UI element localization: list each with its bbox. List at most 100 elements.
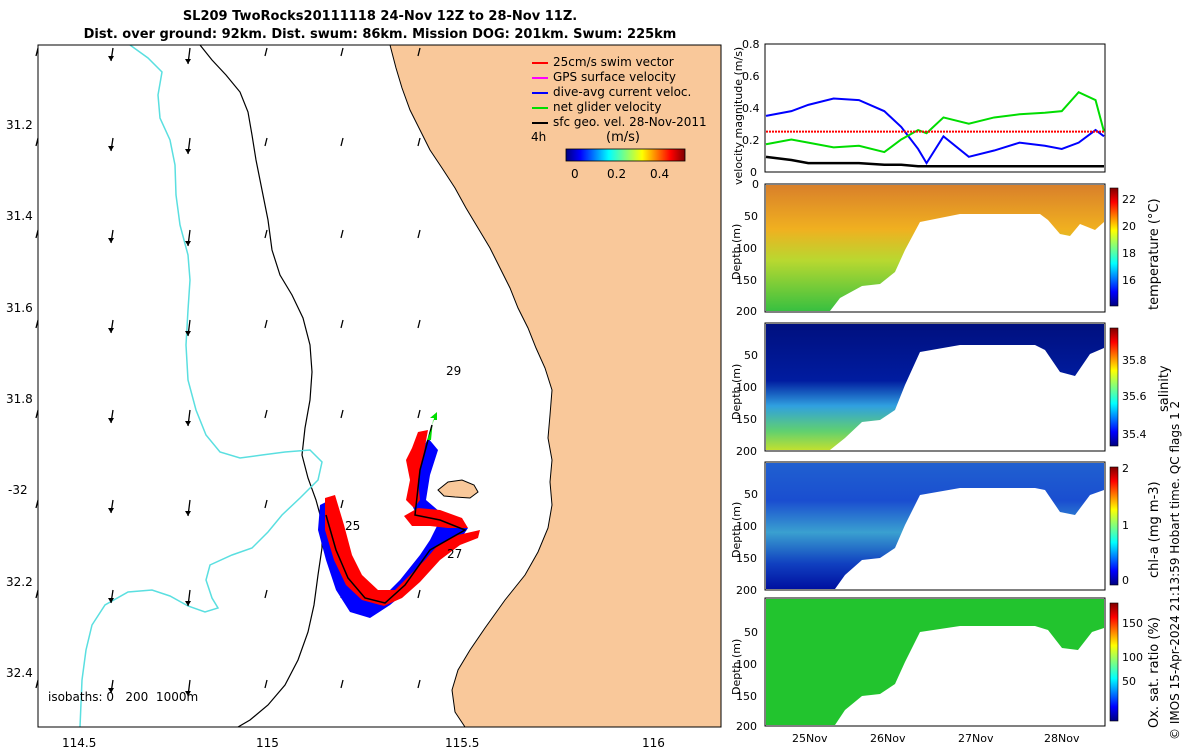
chlorophyll-ytick-200: 200 bbox=[736, 584, 757, 597]
rottnest-island bbox=[437, 479, 479, 499]
colorbar-tick-0.4: 0.4 bbox=[650, 167, 669, 181]
sfc-vector-5-4 bbox=[340, 499, 344, 509]
sfc-vector-6-0 bbox=[35, 589, 39, 599]
map-xtick-116: 116 bbox=[642, 736, 665, 750]
oxygen-ylabel: Depth (m) bbox=[730, 639, 743, 695]
velocity-ytick-0: 0 bbox=[750, 166, 757, 179]
map-ytick-31.6: 31.6 bbox=[6, 301, 33, 315]
date-tick-25nov: 25Nov bbox=[792, 732, 828, 745]
map-ytick-31.8: 31.8 bbox=[6, 392, 33, 406]
colorbar-tick-0.2: 0.2 bbox=[607, 167, 626, 181]
sfc-vector-1-3 bbox=[264, 137, 268, 147]
sfc-vector-head-6-1 bbox=[108, 598, 114, 603]
velocity-ytick-0.6: 0.6 bbox=[742, 70, 760, 83]
legend-sfc-geo: sfc geo. vel. 28-Nov-2011 bbox=[553, 115, 707, 129]
sfc-vector-0-4 bbox=[340, 47, 344, 57]
sfc-vector-5-0 bbox=[35, 499, 39, 509]
sfc-vector-head-6-2 bbox=[185, 601, 191, 606]
chlorophyll-ylabel: Depth (m) bbox=[730, 502, 743, 558]
velocity-series-1 bbox=[765, 91, 1105, 154]
temperature-ylabel: Depth (m) bbox=[730, 224, 743, 280]
oxygen-ytick-100: 100 bbox=[736, 658, 757, 671]
map-ytick--32: -32 bbox=[8, 483, 28, 497]
map-axis-x: 114.5 115 115.5 116 bbox=[62, 736, 665, 750]
sfc-vector-1-4 bbox=[340, 137, 344, 147]
legend-net-glider: net glider velocity bbox=[553, 100, 661, 114]
swim-vector-band-upper bbox=[406, 430, 428, 508]
sfc-vector-head-0-2 bbox=[185, 59, 191, 64]
oxygen-ytick-50: 50 bbox=[744, 626, 758, 639]
map-xtick-115.5: 115.5 bbox=[445, 736, 479, 750]
map-axis-y: 31.2 31.4 31.6 31.8 -32 32.2 32.4 bbox=[6, 118, 33, 680]
sfc-vector-4-4 bbox=[340, 409, 344, 419]
legend-gps-velocity: GPS surface velocity bbox=[553, 70, 676, 84]
sfc-vector-5-3 bbox=[264, 499, 268, 509]
temperature-field bbox=[766, 185, 1104, 311]
legend-swim-vector: 25cm/s swim vector bbox=[553, 55, 674, 69]
temperature-section: 0 50 100 150 200 Depth (m) 16 18 20 22 t… bbox=[730, 178, 1162, 318]
salinity-cb-35.6: 35.6 bbox=[1122, 390, 1147, 403]
sfc-vector-0-0 bbox=[35, 47, 39, 57]
surface-velocity-vectors bbox=[35, 47, 421, 697]
sfc-vector-2-0 bbox=[35, 229, 39, 239]
salinity-cb-35.8: 35.8 bbox=[1122, 354, 1147, 367]
oxygen-cb-150: 150 bbox=[1122, 617, 1143, 630]
legend-dive-avg: dive-avg current veloc. bbox=[553, 85, 691, 99]
velocity-ytick-0.2: 0.2 bbox=[742, 134, 760, 147]
time-label: 4h bbox=[531, 130, 546, 144]
temperature-cb-18: 18 bbox=[1122, 247, 1136, 260]
sfc-vector-7-4 bbox=[340, 679, 344, 689]
sfc-vector-head-5-2 bbox=[185, 511, 191, 516]
map-panel: 29 25 27 25cm/s swim vector GPS surface … bbox=[6, 44, 722, 750]
oxygen-colorbar bbox=[1109, 602, 1119, 722]
map-legend: 25cm/s swim vector GPS surface velocity … bbox=[531, 55, 707, 181]
sfc-vector-1-5 bbox=[417, 137, 421, 147]
temperature-ytick-200: 200 bbox=[736, 305, 757, 318]
chlorophyll-cb-2: 2 bbox=[1122, 462, 1129, 475]
velocity-colorbar bbox=[565, 148, 686, 162]
sfc-vector-head-4-2 bbox=[185, 421, 191, 426]
chlorophyll-cb-0: 0 bbox=[1122, 574, 1129, 587]
temperature-ytick-100: 100 bbox=[736, 242, 757, 255]
salinity-field bbox=[766, 324, 1104, 450]
salinity-colorbar bbox=[1109, 327, 1119, 447]
sfc-vector-head-3-1 bbox=[108, 328, 114, 333]
colorbar-tick-0: 0 bbox=[571, 167, 579, 181]
isobath-1000m bbox=[79, 45, 323, 727]
land-area bbox=[389, 45, 721, 727]
sfc-vector-head-1-2 bbox=[185, 149, 191, 154]
day-label-29: 29 bbox=[446, 364, 461, 378]
salinity-ytick-150: 150 bbox=[736, 413, 757, 426]
oxygen-ytick-200: 200 bbox=[736, 720, 757, 733]
temperature-cblabel: temperature (°C) bbox=[1147, 198, 1162, 310]
map-xtick-115: 115 bbox=[256, 736, 279, 750]
map-ytick-31.2: 31.2 bbox=[6, 118, 33, 132]
sfc-vector-3-5 bbox=[417, 319, 421, 329]
sfc-vector-head-2-2 bbox=[185, 241, 191, 246]
salinity-cblabel: salinity bbox=[1157, 365, 1172, 412]
chlorophyll-section: 50 100 150 200 Depth (m) 0 1 2 chl-a (mg… bbox=[730, 461, 1162, 597]
sfc-vector-head-2-1 bbox=[108, 238, 114, 243]
sfc-vector-7-0 bbox=[35, 679, 39, 689]
temperature-ytick-50: 50 bbox=[744, 210, 758, 223]
day-label-25: 25 bbox=[345, 519, 360, 533]
date-tick-28nov: 28Nov bbox=[1044, 732, 1080, 745]
chart-title: SL209 TwoRocks20111118 24-Nov 12Z to 28-… bbox=[182, 9, 578, 24]
oxygen-ytick-150: 150 bbox=[736, 690, 757, 703]
velocity-ytick-0.8: 0.8 bbox=[742, 38, 760, 51]
sfc-vector-2-5 bbox=[417, 229, 421, 239]
salinity-cb-35.4: 35.4 bbox=[1122, 428, 1147, 441]
sfc-vector-head-1-1 bbox=[108, 146, 114, 151]
sfc-vector-4-5 bbox=[417, 409, 421, 419]
chlorophyll-cblabel: chl-a (mg m-3) bbox=[1147, 481, 1162, 578]
salinity-ytick-100: 100 bbox=[736, 381, 757, 394]
dive-avg-current-band-upper bbox=[412, 438, 466, 532]
sfc-vector-6-3 bbox=[264, 589, 268, 599]
map-ytick-32.2: 32.2 bbox=[6, 575, 33, 589]
oxygen-field bbox=[766, 599, 1104, 725]
map-frame bbox=[37, 44, 722, 728]
velocity-plot-frame bbox=[764, 43, 1106, 173]
map-ytick-31.4: 31.4 bbox=[6, 209, 33, 223]
day-label-27: 27 bbox=[447, 547, 462, 561]
